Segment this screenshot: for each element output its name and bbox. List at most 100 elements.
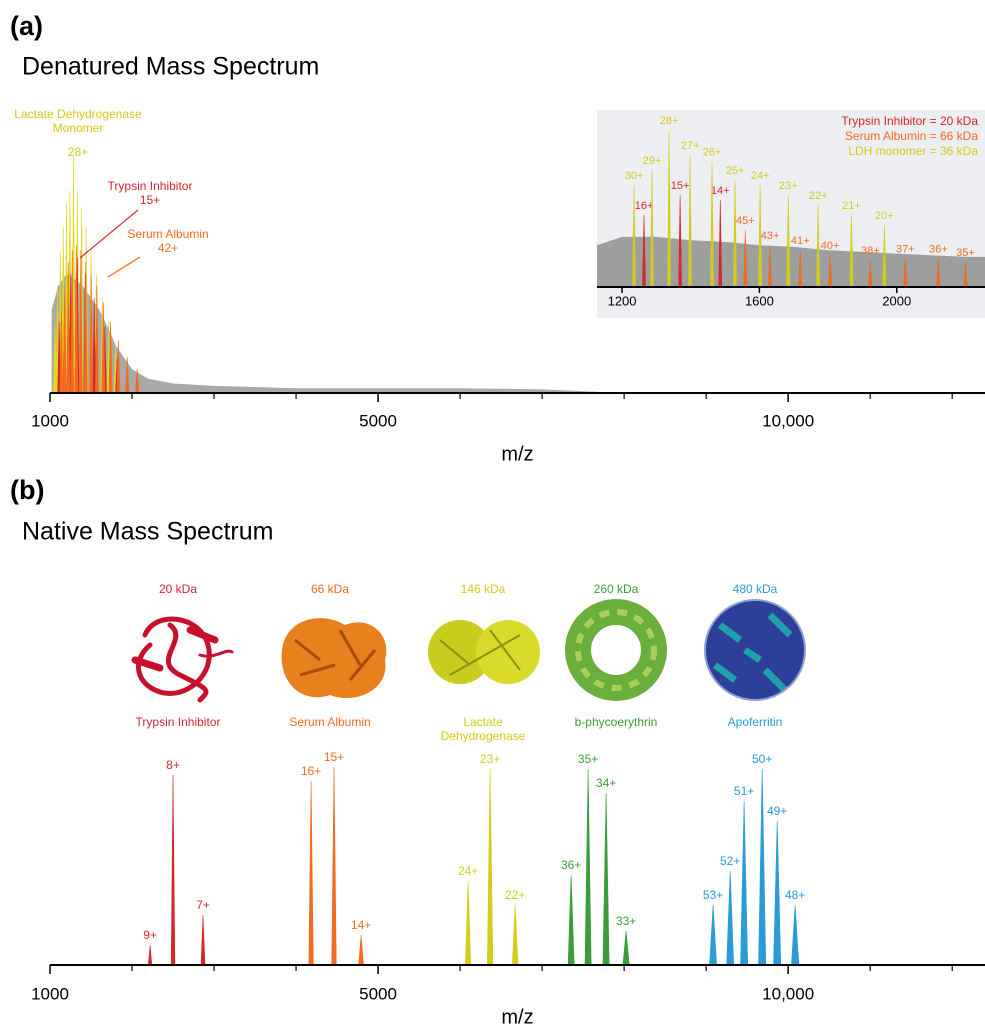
annotation-charge: 28+ — [68, 145, 88, 159]
panel-title: Native Mass Spectrum — [22, 518, 273, 546]
peak-label: 23+ — [480, 752, 500, 766]
x-tick-label: 1000 — [31, 984, 69, 1003]
peak-label: 41+ — [791, 235, 810, 247]
legend-entry: Serum Albumin = 66 kDa — [845, 129, 978, 143]
annotation-charge: 42+ — [158, 241, 178, 255]
peak-label: 38+ — [861, 245, 880, 257]
peak-label: 22+ — [809, 190, 828, 202]
peak-label: 30+ — [625, 170, 644, 182]
x-tick-label: 2000 — [882, 293, 911, 308]
peak — [758, 768, 767, 966]
peak-label: 33+ — [616, 914, 636, 928]
peak — [200, 914, 206, 966]
peak-label: 22+ — [505, 888, 525, 902]
peak-label: 14+ — [711, 185, 730, 197]
peak — [358, 934, 364, 966]
protein-mass: 480 kDa — [733, 582, 778, 596]
peak-label: 51+ — [734, 784, 754, 798]
annotation-leader — [107, 256, 141, 278]
peak-label: 26+ — [703, 147, 722, 159]
serum-albumin-structure — [281, 618, 387, 699]
annotation: Serum Albumin — [127, 227, 209, 241]
peak-label: 24+ — [458, 864, 478, 878]
annotation-leader — [79, 209, 139, 259]
peak-label: 52+ — [720, 854, 740, 868]
peak — [170, 774, 176, 966]
x-tick-label: 5000 — [359, 984, 397, 1003]
peak-label: 34+ — [596, 776, 616, 790]
peak — [740, 800, 749, 966]
peak — [567, 874, 575, 966]
protein-mass: 20 kDa — [159, 582, 197, 596]
peak — [511, 904, 519, 966]
peak-label: 50+ — [752, 752, 772, 766]
peak-label: 37+ — [896, 244, 915, 256]
x-axis-label: m/z — [501, 443, 533, 465]
protein-name: Trypsin Inhibitor — [135, 715, 221, 729]
peak — [773, 820, 782, 966]
peak-label: 53+ — [703, 888, 723, 902]
peak-label: 36+ — [929, 244, 948, 256]
protein-name: Serum Albumin — [289, 715, 371, 729]
peak — [602, 792, 610, 966]
annotation: Lactate Dehydrogenase Monomer — [14, 107, 142, 135]
annotation: Trypsin Inhibitor — [107, 179, 193, 193]
peak-label: 24+ — [751, 170, 770, 182]
peak — [331, 766, 337, 966]
peak-label: 27+ — [681, 140, 700, 152]
x-axis-label: m/z — [501, 1006, 533, 1028]
peak-label: 48+ — [785, 888, 805, 902]
protein-name: Lactate Dehydrogenase — [440, 715, 526, 743]
peak-label: 20+ — [875, 210, 894, 222]
peak-label: 49+ — [767, 804, 787, 818]
peak — [622, 930, 630, 966]
peak-label: 9+ — [143, 928, 157, 942]
peak-label: 8+ — [166, 758, 180, 772]
peak — [791, 904, 800, 966]
annotation-charge: 15+ — [140, 193, 160, 207]
protein-name: Apoferritin — [727, 715, 783, 729]
apoferritin-structure — [704, 599, 806, 701]
legend-entry: LDH monomer = 36 kDa — [848, 144, 978, 158]
peak-label: 40+ — [821, 240, 840, 252]
panel-label: (a) — [10, 11, 43, 41]
peak — [726, 870, 735, 966]
x-tick-label: 10,000 — [762, 411, 814, 430]
peak-label: 28+ — [660, 115, 679, 127]
protein-mass: 260 kDa — [594, 582, 639, 596]
peak-label: 29+ — [643, 155, 662, 167]
peak — [308, 780, 314, 966]
background-signal — [597, 236, 985, 287]
legend-entry: Trypsin Inhibitor = 20 kDa — [841, 114, 978, 128]
x-tick-label: 1600 — [745, 293, 774, 308]
lactate-dehydrogenase-structure — [428, 620, 540, 684]
peak-label: 15+ — [671, 180, 690, 192]
peak-label: 43+ — [761, 230, 780, 242]
protein-mass: 66 kDa — [311, 582, 349, 596]
peak — [486, 768, 494, 966]
peak — [465, 880, 472, 966]
peak-label: 14+ — [351, 918, 371, 932]
trypsin-inhibitor-structure — [131, 616, 234, 703]
peak-label: 16+ — [301, 764, 321, 778]
peak-label: 45+ — [736, 215, 755, 227]
peak — [147, 944, 153, 966]
b-phycoerythrin-structure — [565, 599, 667, 701]
panel-label: (b) — [10, 475, 44, 505]
protein-mass: 146 kDa — [461, 582, 506, 596]
peak-label: 35+ — [578, 752, 598, 766]
protein-name: b-phycoerythrin — [574, 715, 658, 729]
peak-label: 15+ — [324, 750, 344, 764]
x-tick-label: 10,000 — [762, 984, 814, 1003]
peak-label: 25+ — [726, 165, 745, 177]
x-tick-label: 5000 — [359, 411, 397, 430]
peak-label: 35+ — [956, 247, 975, 259]
x-tick-label: 1200 — [608, 293, 637, 308]
peak — [709, 904, 717, 966]
peak — [584, 768, 592, 966]
peak-label: 16+ — [635, 200, 654, 212]
peak-label: 23+ — [779, 180, 798, 192]
panel-title: Denatured Mass Spectrum — [22, 53, 319, 81]
